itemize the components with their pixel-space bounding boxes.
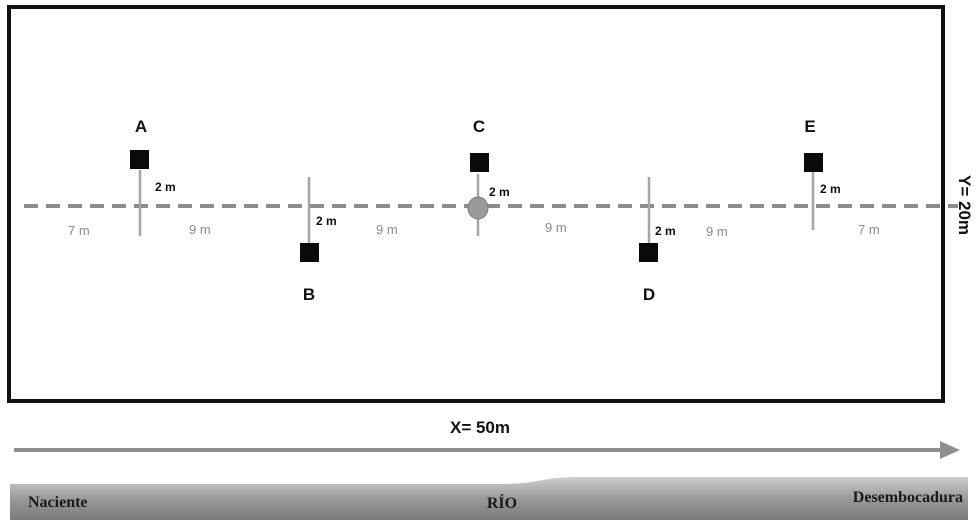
offset-lines (138, 170, 815, 243)
study-area-frame (7, 5, 945, 403)
gap-label-4: 9 m (545, 220, 567, 235)
plot-square-d (639, 243, 658, 262)
plot-label-d: D (643, 285, 655, 304)
arrow-head-icon (940, 441, 960, 459)
offset-label-d: 2 m (655, 224, 676, 238)
offset-label-a: 2 m (155, 180, 176, 194)
gap-label-5: 9 m (706, 224, 728, 239)
sampling-plots (130, 150, 823, 262)
plot-square-b (300, 243, 319, 262)
plot-square-e (804, 153, 823, 172)
y-dimension-label: Y= 20m (955, 175, 974, 235)
plot-square-a (130, 150, 149, 169)
offset-label-e: 2 m (820, 182, 841, 196)
gap-label-3: 9 m (376, 222, 398, 237)
offset-label-c: 2 m (489, 185, 510, 199)
gap-label-1: 7 m (68, 223, 90, 238)
plot-label-a: A (135, 117, 147, 136)
offset-label-b: 2 m (316, 214, 337, 228)
gap-label-6: 7 m (858, 222, 880, 237)
x-dimension-label: X= 50m (450, 418, 510, 437)
plot-label-e: E (804, 117, 815, 136)
river-mouth-label: Desembocadura (853, 489, 963, 506)
center-marker (467, 196, 489, 220)
river-name-label: RÍO (487, 493, 517, 512)
plot-label-b: B (303, 285, 315, 304)
plot-square-c (470, 153, 489, 172)
flow-direction-arrow (14, 441, 960, 459)
river-source-label: Naciente (28, 494, 88, 511)
river-band (10, 477, 968, 520)
plot-label-c: C (473, 117, 485, 136)
gap-label-2: 9 m (189, 222, 211, 237)
